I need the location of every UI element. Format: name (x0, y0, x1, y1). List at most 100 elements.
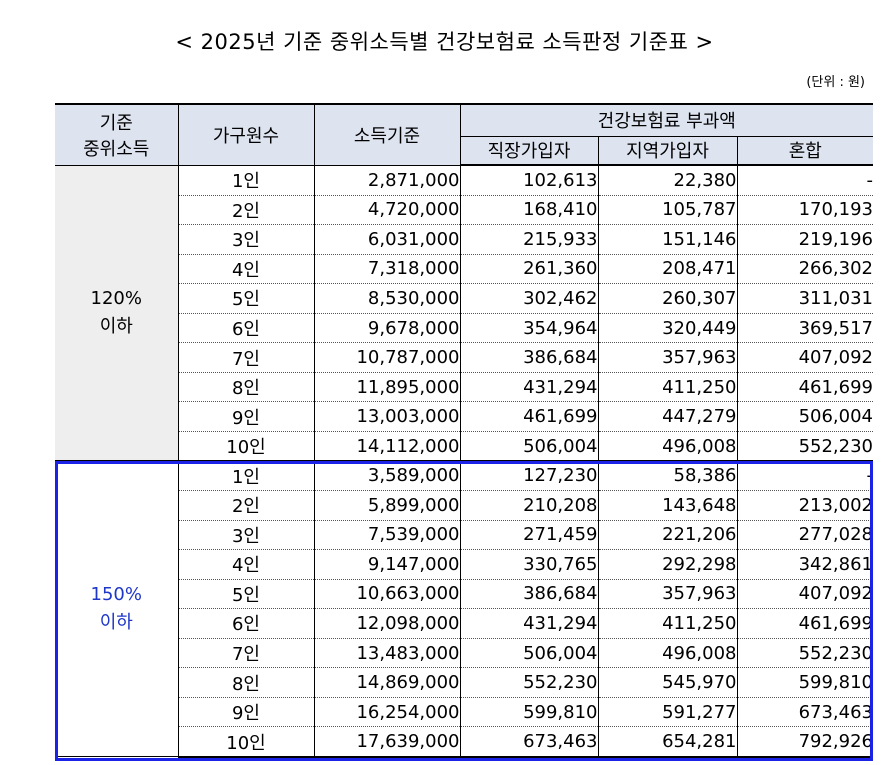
group-label-percent: 120% (90, 287, 142, 309)
income-cell: 7,318,000 (313, 254, 461, 285)
mixed-premium-cell: 407,092 (736, 579, 873, 610)
mixed-premium-cell: 599,810 (736, 667, 873, 698)
household-cell: 7인 (177, 342, 315, 373)
mixed-premium-cell: 552,230 (736, 431, 873, 462)
header-income: 소득기준 (313, 103, 461, 166)
group-label-percent: 150% (90, 583, 142, 605)
income-cell: 10,787,000 (313, 342, 461, 373)
employee-premium-cell: 386,684 (459, 342, 599, 373)
table-row: 6인 12,098,000 431,294 411,250 461,699 (55, 608, 873, 639)
mixed-premium-cell: 552,230 (736, 638, 873, 669)
regional-premium-cell: 143,648 (597, 490, 738, 521)
household-cell: 4인 (177, 254, 315, 285)
mixed-premium-cell: 213,002 (736, 490, 873, 521)
household-cell: 10인 (177, 726, 315, 758)
mixed-premium-cell: 673,463 (736, 697, 873, 728)
household-cell: 5인 (177, 579, 315, 610)
income-cell: 13,483,000 (313, 638, 461, 669)
mixed-premium-cell: 506,004 (736, 401, 873, 432)
employee-premium-cell: 210,208 (459, 490, 599, 521)
household-cell: 1인 (177, 460, 315, 492)
regional-premium-cell: 545,970 (597, 667, 738, 698)
household-cell: 6인 (177, 608, 315, 639)
table-row: 7인 13,483,000 506,004 496,008 552,230 (55, 638, 873, 669)
income-cell: 14,869,000 (313, 667, 461, 698)
table-row: 4인 7,318,000 261,360 208,471 266,302 (55, 254, 873, 285)
regional-premium-cell: 357,963 (597, 342, 738, 373)
mixed-premium-cell: 461,699 (736, 608, 873, 639)
income-cell: 12,098,000 (313, 608, 461, 639)
regional-premium-cell: 22,380 (597, 165, 738, 196)
household-cell: 2인 (177, 195, 315, 226)
income-cell: 16,254,000 (313, 697, 461, 728)
regional-premium-cell: 260,307 (597, 283, 738, 314)
header-premium: 건강보험료 부과액 (459, 103, 873, 137)
table-row: 2인 5,899,000 210,208 143,648 213,002 (55, 490, 873, 521)
header-household: 가구원수 (177, 103, 315, 166)
income-cell: 11,895,000 (313, 372, 461, 403)
header-regional: 지역가입자 (597, 135, 738, 166)
mixed-premium-cell: 342,861 (736, 549, 873, 580)
table-row: 3인 6,031,000 215,933 151,146 219,196 (55, 224, 873, 255)
regional-premium-cell: 591,277 (597, 697, 738, 728)
regional-premium-cell: 654,281 (597, 726, 738, 758)
table-row: 150% 이하 1인 3,589,000 127,230 58,386- (55, 460, 873, 758)
income-cell: 3,589,000 (313, 460, 461, 492)
header-median-line1: 기준 (99, 112, 133, 134)
income-cell: 8,530,000 (313, 283, 461, 314)
regional-premium-cell: 292,298 (597, 549, 738, 580)
employee-premium-cell: 261,360 (459, 254, 599, 285)
household-cell: 4인 (177, 549, 315, 580)
household-cell: 9인 (177, 401, 315, 432)
household-cell: 6인 (177, 313, 315, 344)
mixed-premium-cell: 369,517 (736, 313, 873, 344)
mixed-premium-cell: 219,196 (736, 224, 873, 255)
regional-premium-cell: 58,386 (597, 460, 738, 492)
mixed-premium-cell: 266,302 (736, 254, 873, 285)
mixed-premium-cell: 792,926 (736, 726, 873, 758)
income-cell: 7,539,000 (313, 520, 461, 551)
income-criteria-table: 기준 중위소득 가구원수 소득기준 건강보험료 부과액 직장가입자 지역가입자 … (55, 103, 873, 758)
mixed-premium-cell: 311,031 (736, 283, 873, 314)
income-cell: 5,899,000 (313, 490, 461, 521)
table-body: 120% 이하 1인 2,871,000 102,613 22,380-2인 4,720,0… (55, 165, 873, 758)
regional-premium-cell: 411,250 (597, 608, 738, 639)
household-cell: 5인 (177, 283, 315, 314)
employee-premium-cell: 302,462 (459, 283, 599, 314)
table-row: 9인 16,254,000 599,810 591,277 673,463 (55, 697, 873, 728)
table-row: 2인 4,720,000 168,410 105,787 170,193 (55, 195, 873, 226)
group-label: 120% 이하 (55, 165, 179, 462)
header-employee: 직장가입자 (459, 135, 599, 166)
income-cell: 9,678,000 (313, 313, 461, 344)
table-row: 6인 9,678,000 354,964 320,449 369,517 (55, 313, 873, 344)
table-row: 120% 이하 1인 2,871,000 102,613 22,380- (55, 165, 873, 462)
income-cell: 2,871,000 (313, 165, 461, 196)
mixed-premium-cell: 277,028 (736, 520, 873, 551)
group-label-suffix: 이하 (99, 611, 133, 633)
unit-label: (단위 : 원) (806, 75, 865, 90)
table-row: 10인 17,639,000 673,463 654,281 792,926 (55, 726, 873, 758)
table-row: 8인 14,869,000 552,230 545,970 599,810 (55, 667, 873, 698)
income-cell: 4,720,000 (313, 195, 461, 226)
table-row: 4인 9,147,000 330,765 292,298 342,861 (55, 549, 873, 580)
employee-premium-cell: 506,004 (459, 638, 599, 669)
employee-premium-cell: 673,463 (459, 726, 599, 758)
household-cell: 8인 (177, 667, 315, 698)
employee-premium-cell: 215,933 (459, 224, 599, 255)
household-cell: 3인 (177, 224, 315, 255)
regional-premium-cell: 151,146 (597, 224, 738, 255)
income-cell: 9,147,000 (313, 549, 461, 580)
employee-premium-cell: 431,294 (459, 608, 599, 639)
header-mixed: 혼합 (736, 135, 873, 166)
income-cell: 6,031,000 (313, 224, 461, 255)
mixed-premium-cell: - (736, 165, 873, 196)
employee-premium-cell: 431,294 (459, 372, 599, 403)
household-cell: 7인 (177, 638, 315, 669)
regional-premium-cell: 411,250 (597, 372, 738, 403)
employee-premium-cell: 354,964 (459, 313, 599, 344)
regional-premium-cell: 357,963 (597, 579, 738, 610)
employee-premium-cell: 599,810 (459, 697, 599, 728)
header-median-line2: 중위소득 (83, 138, 150, 160)
regional-premium-cell: 447,279 (597, 401, 738, 432)
employee-premium-cell: 386,684 (459, 579, 599, 610)
